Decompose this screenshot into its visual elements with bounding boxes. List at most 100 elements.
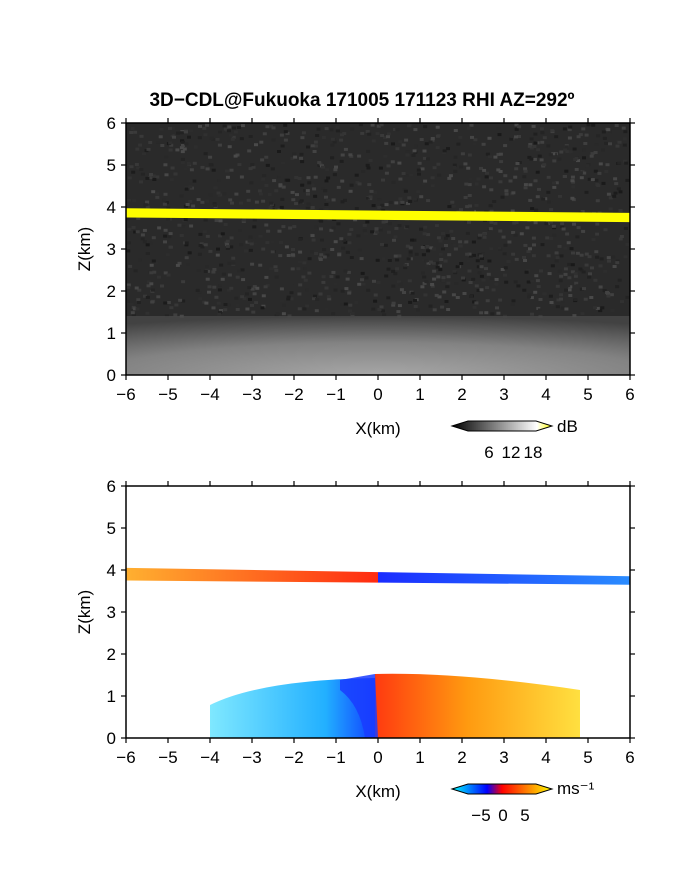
speckle [136, 166, 141, 170]
speckle [250, 262, 255, 266]
speckle [135, 147, 140, 151]
speckle [151, 236, 156, 240]
speckle [220, 232, 225, 236]
speckle [310, 234, 315, 238]
speckle [326, 176, 331, 180]
speckle [297, 292, 302, 296]
speckle [384, 171, 389, 175]
speckle [498, 298, 503, 302]
speckle [514, 135, 518, 139]
speckle [287, 314, 292, 318]
speckle [326, 198, 331, 202]
speckle [283, 130, 288, 134]
speckle [614, 124, 619, 127]
speckle [146, 280, 151, 284]
speckle [595, 199, 600, 203]
speckle [536, 285, 541, 289]
speckle [345, 277, 350, 281]
speckle [465, 252, 470, 256]
speckle [203, 133, 208, 137]
speckle [215, 253, 220, 257]
speckle [402, 291, 406, 294]
speckle [531, 236, 536, 240]
speckle [163, 240, 167, 244]
speckle [370, 230, 375, 234]
speckle [554, 135, 559, 139]
speckle [343, 302, 348, 306]
speckle [296, 267, 301, 271]
speckle [515, 162, 520, 165]
speckle [290, 253, 295, 257]
speckle [612, 265, 617, 268]
speckle [563, 267, 568, 271]
speckle [554, 181, 559, 185]
speckle [341, 238, 346, 242]
speckle [408, 253, 413, 257]
speckle [561, 227, 566, 231]
speckle [271, 138, 276, 142]
speckle [590, 178, 595, 182]
speckle [254, 301, 259, 305]
speckle [615, 194, 620, 198]
speckle [604, 141, 609, 145]
speckle [360, 131, 365, 135]
speckle [423, 293, 428, 297]
speckle [139, 180, 143, 184]
speckle [339, 237, 344, 241]
speckle [136, 216, 141, 220]
speckle [384, 141, 389, 145]
speckle [262, 174, 267, 177]
speckle [615, 261, 620, 265]
speckle [613, 177, 618, 181]
speckle [208, 155, 213, 159]
speckle [514, 123, 519, 127]
speckle [470, 135, 474, 139]
speckle [223, 303, 228, 306]
speckle [235, 147, 240, 151]
speckle [163, 163, 168, 167]
speckle [391, 301, 396, 305]
speckle [249, 242, 254, 246]
speckle [327, 297, 332, 301]
speckle [551, 152, 556, 156]
speckle [310, 183, 315, 187]
speckle [264, 275, 269, 279]
speckle [179, 194, 184, 198]
speckle [570, 179, 575, 183]
speckle [488, 204, 493, 208]
speckle [334, 165, 338, 169]
speckle [517, 161, 522, 164]
speckle [587, 177, 592, 181]
speckle [240, 268, 245, 272]
speckle [533, 179, 538, 183]
speckle [571, 185, 576, 189]
speckle [227, 288, 231, 292]
speckle [444, 236, 448, 240]
speckle [564, 307, 569, 311]
speckle [347, 232, 352, 236]
speckle [596, 134, 601, 138]
speckle [539, 269, 543, 273]
speckle [274, 314, 279, 318]
speckle [487, 136, 492, 140]
speckle [479, 254, 484, 258]
speckle [525, 226, 530, 230]
speckle [607, 259, 611, 263]
speckle [333, 168, 338, 172]
y-ticks: 0 1 2 3 4 5 6 [107, 114, 635, 385]
speckle [343, 147, 348, 151]
speckle [343, 269, 348, 273]
speckle [340, 133, 344, 137]
speckle [292, 225, 297, 229]
y-tick-label: 4 [107, 198, 116, 217]
speckle [166, 273, 171, 277]
speckle [151, 190, 156, 194]
speckle [529, 137, 534, 141]
speckle [262, 132, 267, 136]
speckle [214, 295, 219, 299]
speckle [472, 253, 476, 257]
speckle [523, 243, 528, 247]
speckle [310, 144, 315, 148]
speckle [340, 153, 345, 157]
